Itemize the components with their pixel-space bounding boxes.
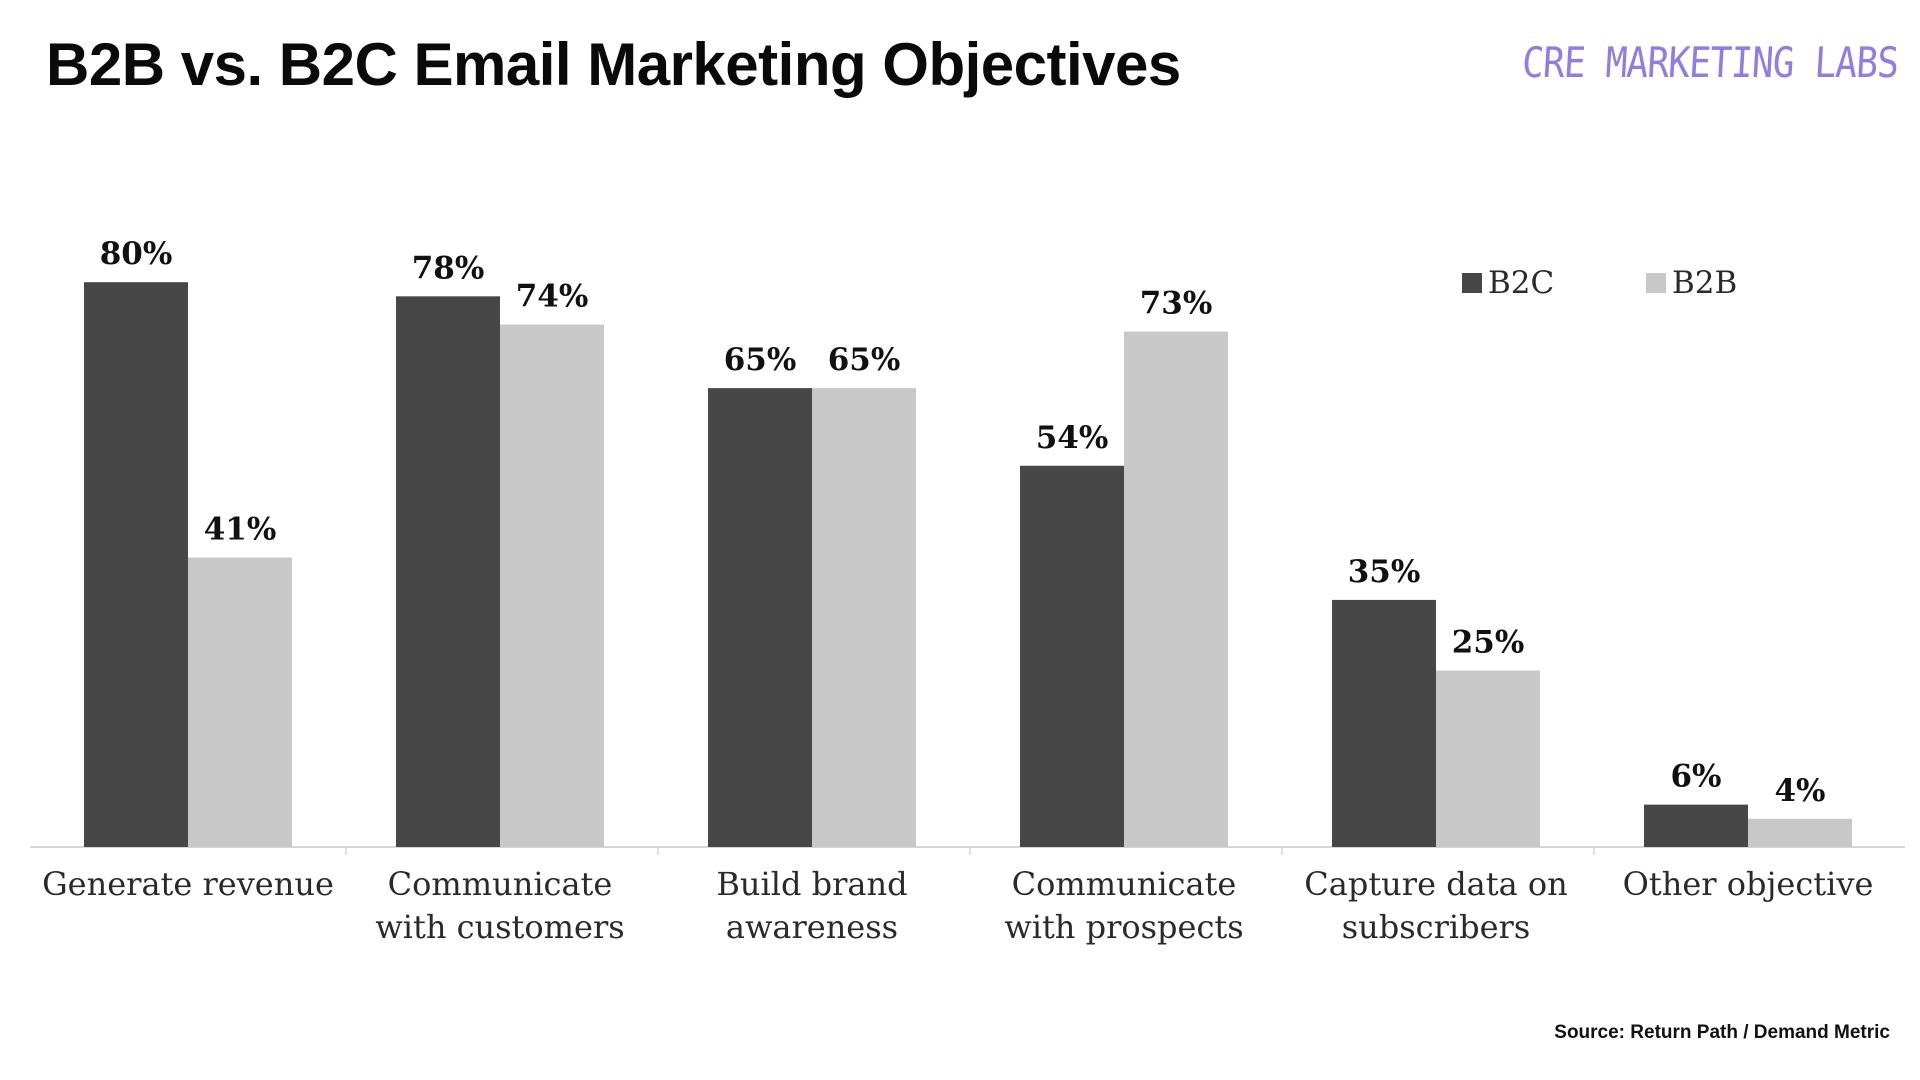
data-label-b2b: 74% [516, 279, 589, 315]
x-tick-label: awareness [726, 908, 898, 946]
data-label-b2b: 73% [1140, 286, 1213, 322]
bar-b2b [188, 557, 292, 847]
legend-label-b2b: B2B [1672, 265, 1737, 301]
data-label-b2b: 4% [1774, 773, 1825, 809]
bar-b2c [1020, 465, 1124, 847]
data-label-b2b: 41% [204, 512, 277, 548]
bar-b2b [1436, 670, 1540, 847]
data-label-b2b: 65% [828, 342, 901, 378]
data-label-b2c: 80% [100, 236, 173, 272]
bar-b2c [1332, 599, 1436, 847]
source-note: Source: Return Path / Demand Metric [1554, 1022, 1890, 1043]
x-tick-label: Communicate [388, 865, 613, 903]
legend-swatch-b2b [1646, 273, 1666, 293]
x-tick-label: Communicate [1012, 865, 1237, 903]
x-tick-label: subscribers [1342, 908, 1531, 946]
x-tick-label: Other objective [1623, 865, 1874, 903]
x-tick-label: Generate revenue [42, 865, 334, 903]
bar-b2b [1124, 331, 1228, 847]
bar-b2b [812, 388, 916, 847]
data-label-b2c: 6% [1670, 759, 1721, 795]
x-tick-label: with customers [375, 908, 624, 946]
data-label-b2b: 25% [1452, 625, 1525, 661]
bar-b2c [84, 282, 188, 847]
page-title: B2B vs. B2C Email Marketing Objectives [46, 31, 1181, 98]
bar-b2c [708, 388, 812, 847]
x-tick-label: Build brand [716, 865, 907, 903]
legend-swatch-b2c [1462, 273, 1482, 293]
data-label-b2c: 78% [412, 250, 485, 286]
x-tick-label: Capture data on [1304, 865, 1567, 903]
data-label-b2c: 35% [1348, 554, 1421, 590]
data-label-b2c: 54% [1036, 420, 1109, 456]
x-tick-label: with prospects [1004, 908, 1243, 946]
legend-label-b2c: B2C [1488, 265, 1554, 301]
bar-b2b [500, 324, 604, 847]
bar-b2c [396, 296, 500, 847]
bar-b2c [1644, 804, 1748, 847]
bar-b2b [1748, 818, 1852, 847]
data-label-b2c: 65% [724, 342, 797, 378]
